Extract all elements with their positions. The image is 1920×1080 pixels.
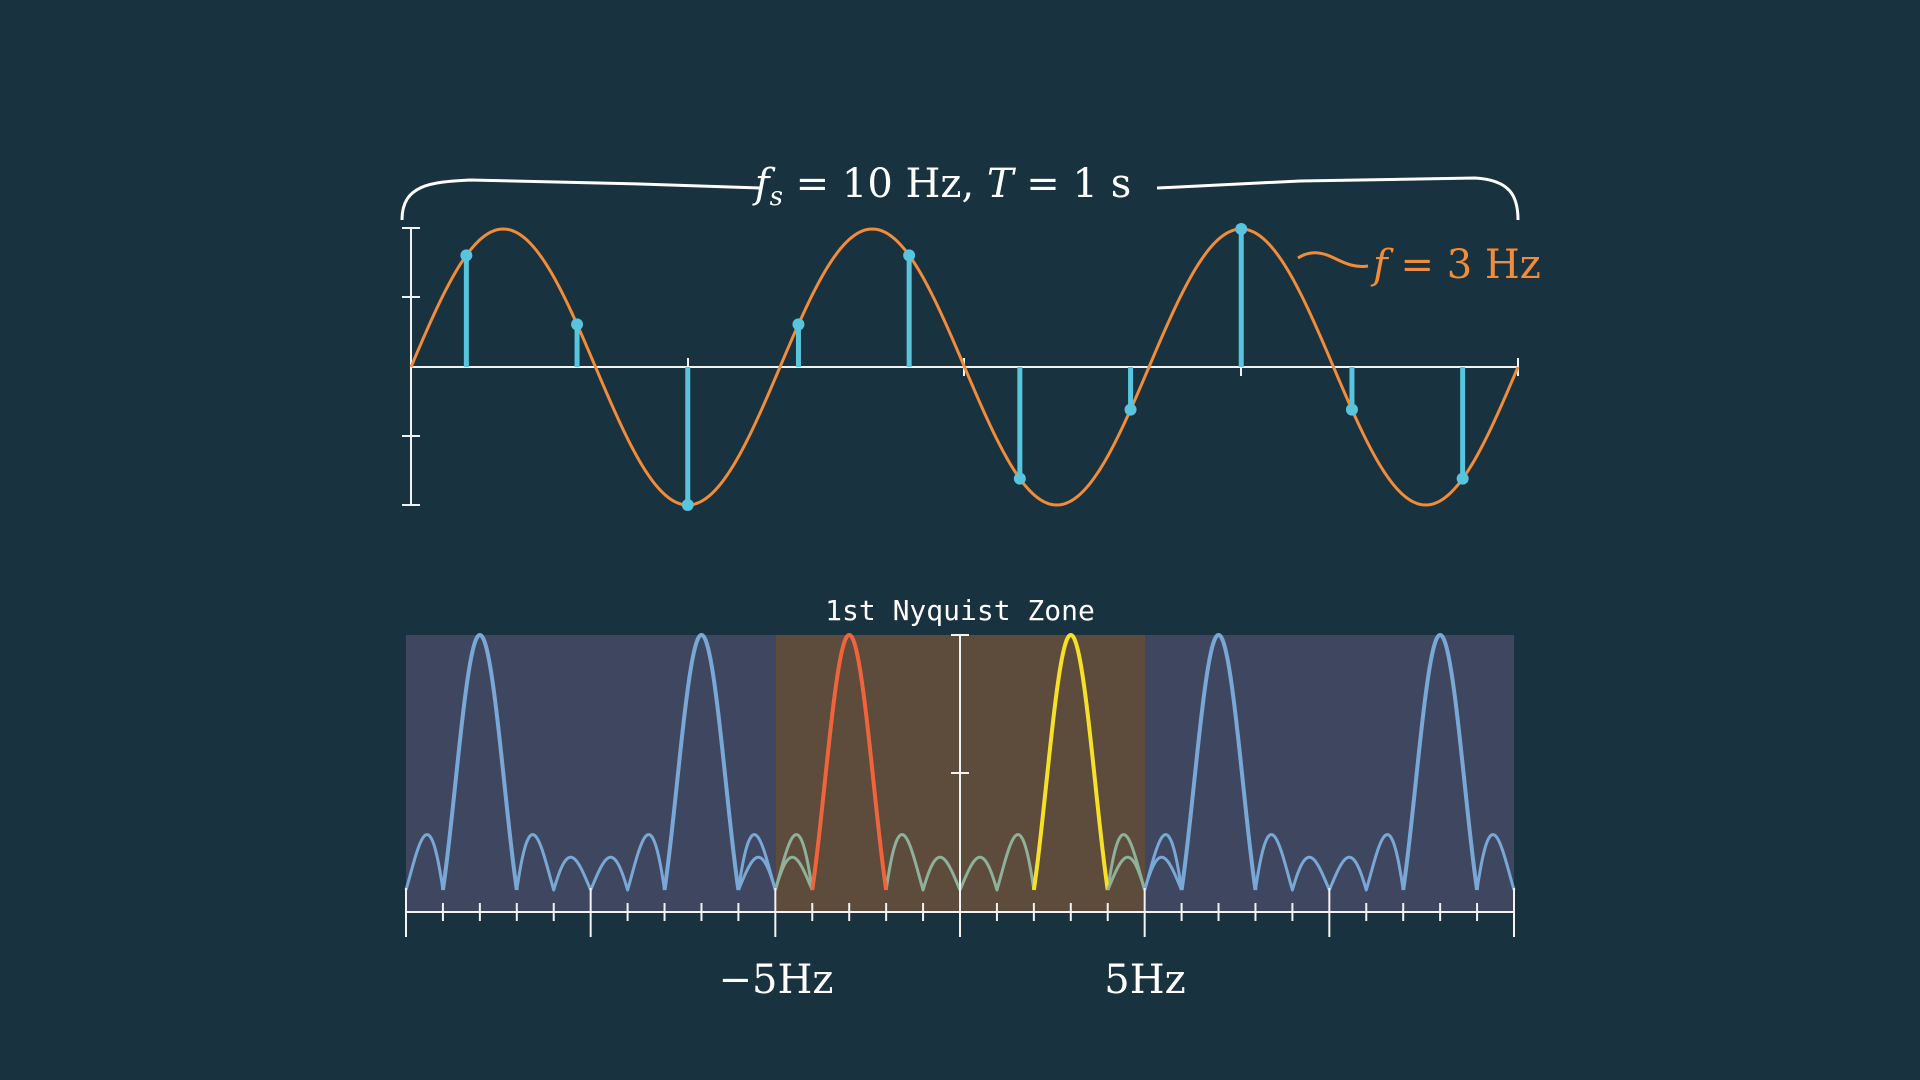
spectrum-sidelobe (404, 833, 445, 892)
spectrum-sidelobe (958, 833, 1036, 892)
sample-stems (460, 223, 1469, 511)
duration-brace (400, 176, 1520, 221)
frequency-domain-panel: 1st Nyquist Zone −5Hz 5Hz (404, 594, 1516, 1003)
spectrum-sidelobe (884, 833, 962, 892)
spectrum-sidelobe (773, 833, 814, 892)
spectrum-sidelobe (589, 833, 667, 892)
zone-right (1145, 635, 1514, 912)
signal-label: f = 3 Hz (1370, 242, 1541, 288)
sample-point (1124, 403, 1137, 416)
spectrum-peak (810, 633, 889, 892)
sample-point (1013, 472, 1026, 485)
time-domain-panel: fs = 10 Hz, T = 1 s f = 3 Hz (400, 161, 1541, 511)
nyquist-zone-label: 1st Nyquist Zone (825, 594, 1095, 627)
spectrum-sidelobe (1143, 833, 1184, 892)
spectrum-sidelobe (1475, 833, 1516, 892)
tick-label-pos5: 5Hz (1104, 957, 1185, 1003)
spectrum-sidelobe (736, 855, 777, 892)
zone-left (406, 635, 776, 912)
sample-point (1456, 472, 1469, 485)
spectrum-peak (1031, 633, 1110, 892)
spectrum-sidelobe (1253, 833, 1331, 892)
sample-point (1235, 223, 1248, 235)
spectrum-peak (1179, 633, 1258, 892)
spectrum-sidelobe (1106, 855, 1147, 892)
spectrum-peak (1401, 633, 1480, 892)
signal-curve (409, 227, 1520, 507)
tick-label-neg5: −5Hz (719, 957, 834, 1003)
spectrum-curves (404, 633, 1516, 892)
spectrum-peak (440, 633, 519, 892)
spectrum-peak (662, 633, 741, 892)
brace-label: fs = 10 Hz, T = 1 s (752, 161, 1131, 212)
sample-point (460, 249, 473, 262)
sample-point (1345, 403, 1358, 416)
signal-label-connector (1297, 251, 1369, 268)
sample-point (571, 318, 584, 331)
sample-point (792, 318, 805, 331)
sample-point (903, 249, 916, 262)
sample-point (681, 499, 694, 511)
frequency-ticks (405, 888, 1515, 937)
spectrum-sidelobe (1327, 833, 1405, 892)
spectrum-sidelobe (515, 833, 593, 892)
